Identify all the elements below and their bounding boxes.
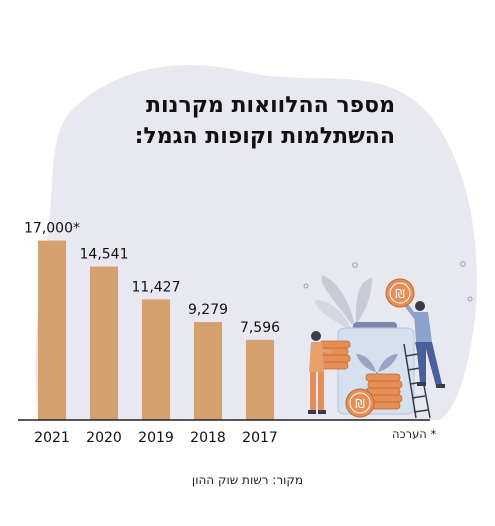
bar-2019 bbox=[142, 299, 170, 420]
bar-2017 bbox=[246, 339, 274, 420]
savings-jar-illustration: ₪ bbox=[308, 275, 445, 419]
bar-2021 bbox=[38, 240, 66, 420]
value-label-2020: 14,541 bbox=[80, 247, 129, 263]
svg-text:₪: ₪ bbox=[395, 287, 404, 301]
title-line-2: ההשתלמות וקופות הגמל: bbox=[134, 124, 395, 149]
x-tick-label-2019: 2019 bbox=[138, 430, 174, 446]
x-tick-label-2017: 2017 bbox=[242, 430, 278, 446]
value-label-2018: 9,279 bbox=[188, 302, 228, 318]
decor-dot bbox=[467, 296, 473, 302]
title-line-1: מספר ההלוואות מקרנות bbox=[145, 93, 395, 118]
decor-dot bbox=[460, 261, 466, 267]
value-label-2017: 7,596 bbox=[240, 320, 280, 336]
value-label-2021: 17,000* bbox=[24, 221, 80, 237]
estimate-footnote: * הערכה bbox=[392, 427, 437, 441]
x-tick-label-2020: 2020 bbox=[86, 430, 122, 446]
source-note: מקור: רשות שוק ההון bbox=[191, 473, 304, 487]
x-tick-label-2021: 2021 bbox=[34, 430, 70, 446]
decor-dot bbox=[303, 283, 309, 289]
x-tick-label-2018: 2018 bbox=[190, 430, 226, 446]
value-label-2019: 11,427 bbox=[132, 279, 181, 295]
svg-text:₪: ₪ bbox=[355, 397, 364, 411]
bar-2018 bbox=[194, 322, 222, 420]
chart-title: מספר ההלוואות מקרנות ההשתלמות וקופות הגמ… bbox=[65, 90, 395, 152]
decor-dot bbox=[352, 262, 358, 268]
bar-2020 bbox=[90, 266, 118, 420]
